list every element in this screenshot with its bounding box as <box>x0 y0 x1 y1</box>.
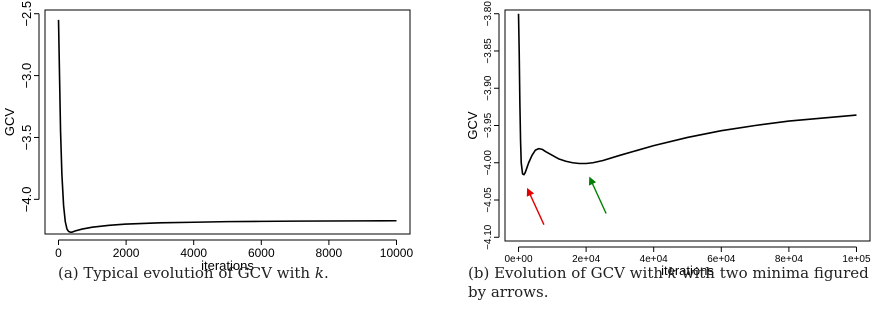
x-tick-label: 10000 <box>380 246 414 260</box>
x-tick-label: 1e+05 <box>842 254 871 265</box>
chart-b: 0e+00 2e+04 4e+04 6e+04 8e+04 1e+05 −3.80 −3.85… <box>465 1 871 278</box>
x-tick-label: 8000 <box>316 246 343 260</box>
y-tick-label: −4.10 <box>483 224 494 250</box>
y-tick-label: −4.00 <box>483 150 494 176</box>
x-tick-label: 2e+04 <box>572 254 601 265</box>
x-tick-label: 4e+04 <box>640 254 669 265</box>
y-tick-label: −3.90 <box>483 75 494 101</box>
x-tick-label: 6e+04 <box>707 254 736 265</box>
x-tick-label: 0e+00 <box>504 254 533 265</box>
x-tick-label: 4000 <box>180 246 207 260</box>
y-tick-label: −3.5 <box>19 125 34 151</box>
y-tick-label: −4.05 <box>483 187 494 213</box>
y-tick-label: −3.80 <box>483 1 494 27</box>
chart-a: 0 2000 4000 6000 8000 10000 −2.5 −3.0 −3.5 −4.0 it… <box>2 1 413 273</box>
y-tick-label: −3.85 <box>483 38 494 64</box>
x-tick-label: 0 <box>55 246 62 260</box>
plot-frame <box>504 9 871 242</box>
series-line <box>517 13 857 176</box>
y-tick-label: −2.5 <box>19 1 34 27</box>
x-tick-label: 2000 <box>113 246 140 260</box>
y-axis-label: GCV <box>2 108 17 137</box>
x-tick-label: 6000 <box>248 246 275 260</box>
minimum-arrow <box>588 176 607 214</box>
caption-a: (a) Typical evolution of GCV with k. <box>58 264 329 282</box>
series-line <box>57 19 397 233</box>
caption-b: (b) Evolution of GCV with k with two min… <box>468 264 869 301</box>
minimum-arrow <box>526 187 545 225</box>
y-tick-label: −3.95 <box>483 112 494 138</box>
y-tick-label: −3.0 <box>19 63 34 89</box>
x-axis-label: iterations <box>201 258 254 273</box>
y-tick-label: −4.0 <box>19 187 34 213</box>
y-axis-label: GCV <box>465 111 480 140</box>
x-tick-label: 8e+04 <box>775 254 804 265</box>
x-axis-label: iterations <box>661 263 714 278</box>
plot-frame <box>44 9 411 235</box>
